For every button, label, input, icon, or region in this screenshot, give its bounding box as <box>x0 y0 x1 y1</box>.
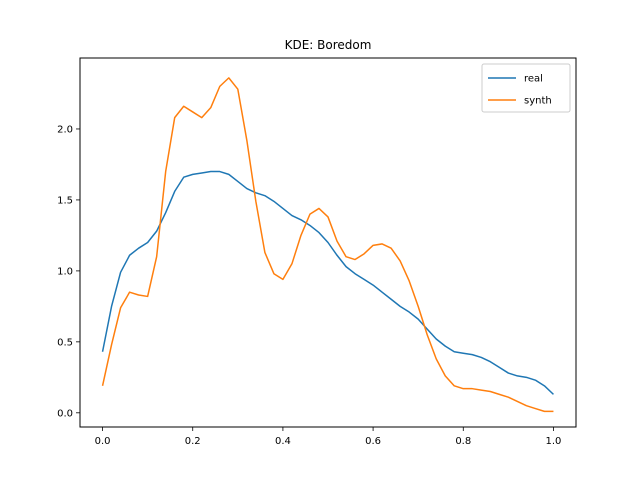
y-tick-label: 2.0 <box>57 124 73 135</box>
chart-title: KDE: Boredom <box>285 38 372 52</box>
x-tick-label: 0.6 <box>365 436 381 447</box>
y-tick-label: 0.5 <box>57 337 73 348</box>
legend: real synth <box>481 63 571 113</box>
x-tick-label: 0.4 <box>275 436 291 447</box>
axes-frame <box>79 57 577 428</box>
legend-label-synth: synth <box>524 96 552 107</box>
x-tick-label: 0.0 <box>95 436 111 447</box>
series-line-synth <box>101 77 554 413</box>
x-tick-label: 0.2 <box>185 436 201 447</box>
series-lines <box>101 77 554 413</box>
x-tick-label: 0.8 <box>455 436 471 447</box>
y-axis: 0.0 0.5 1.0 1.5 2.0 <box>57 124 80 419</box>
y-tick-label: 1.0 <box>57 266 73 277</box>
series-line-real <box>101 170 554 395</box>
x-tick-label: 1.0 <box>546 436 562 447</box>
y-tick-label: 0.0 <box>57 408 73 419</box>
legend-label-real: real <box>524 74 543 85</box>
x-axis: 0.0 0.2 0.4 0.6 0.8 1.0 <box>95 427 562 447</box>
y-tick-label: 1.5 <box>57 195 73 206</box>
